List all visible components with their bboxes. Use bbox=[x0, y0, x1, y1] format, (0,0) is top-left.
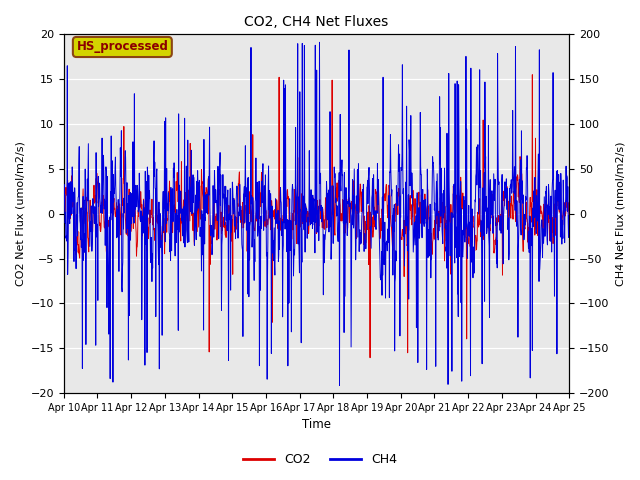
Y-axis label: CH4 Net Flux (nmol/m2/s): CH4 Net Flux (nmol/m2/s) bbox=[615, 142, 625, 286]
X-axis label: Time: Time bbox=[302, 419, 331, 432]
Y-axis label: CO2 Net Flux (umol/m2/s): CO2 Net Flux (umol/m2/s) bbox=[15, 141, 25, 286]
Text: HS_processed: HS_processed bbox=[76, 40, 168, 53]
Legend: CO2, CH4: CO2, CH4 bbox=[238, 448, 402, 471]
Title: CO2, CH4 Net Fluxes: CO2, CH4 Net Fluxes bbox=[244, 15, 388, 29]
